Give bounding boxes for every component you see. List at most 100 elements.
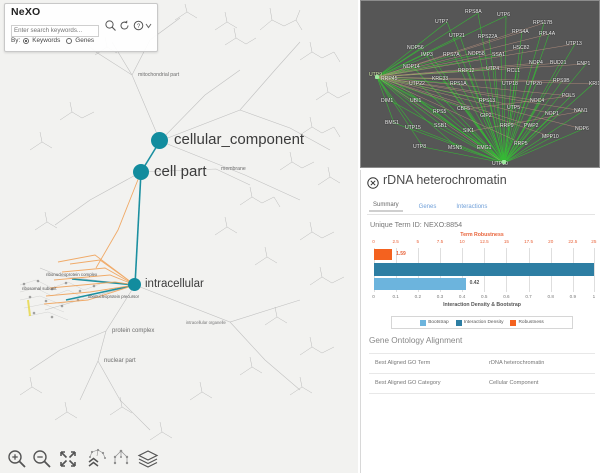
reset-icon[interactable]	[118, 19, 131, 32]
axis-tick: 0.1	[392, 294, 399, 299]
help-icon[interactable]: ?	[132, 19, 145, 32]
bar-robustness[interactable]	[373, 249, 393, 260]
gene-label[interactable]: UTP5	[507, 105, 521, 111]
gene-label[interactable]: NOP6	[575, 126, 589, 132]
interaction-network-canvas[interactable]: UTP9 NOP56 UTP7 RPS8A UTP6 RPS17B UTP21 …	[360, 0, 600, 168]
gene-label[interactable]: UBI1	[410, 98, 422, 104]
gene-label[interactable]: RPS22A	[478, 34, 498, 40]
gene-label[interactable]: ENP1	[577, 61, 591, 67]
axis-tick: 15	[503, 239, 509, 244]
tree-node-label[interactable]: membrane	[221, 166, 246, 172]
gene-label[interactable]: RPS1A	[450, 81, 467, 87]
gene-label[interactable]: BUD21	[550, 60, 567, 66]
tree-node-label[interactable]: ribosomal subunit	[22, 286, 57, 291]
close-circle-icon[interactable]	[367, 176, 379, 189]
gene-label[interactable]: RPL4A	[539, 31, 556, 37]
gene-label[interactable]: RRP45	[381, 76, 398, 82]
gene-label[interactable]: BMS1	[385, 120, 399, 126]
gene-label[interactable]: RCL1	[507, 68, 521, 74]
gene-label[interactable]: UTP4	[486, 66, 500, 72]
gene-label[interactable]: UTP22	[409, 81, 425, 87]
search-input[interactable]	[11, 25, 99, 37]
gene-label[interactable]: UTP21	[449, 33, 465, 39]
zoom-in-button[interactable]	[6, 448, 28, 470]
search-icon[interactable]	[104, 19, 117, 32]
gene-label[interactable]: KRE33	[432, 76, 449, 82]
legend-item-bootstrap[interactable]: Bootstrap	[420, 319, 449, 326]
gene-label[interactable]: PWP2	[524, 123, 539, 129]
bar-bootstrap[interactable]	[373, 278, 467, 290]
chart-plot-area: 1.59 0.42	[369, 248, 595, 292]
tab-genes[interactable]: Genes	[418, 204, 437, 210]
gene-label[interactable]: NOP1	[545, 111, 559, 117]
tree-node-label[interactable]: ribonucleoprotein complex	[46, 272, 98, 277]
gene-label[interactable]: UTP8	[413, 144, 427, 150]
gene-label[interactable]: NOP58	[468, 51, 485, 57]
gene-label[interactable]: UTP18	[502, 81, 518, 87]
gene-label[interactable]: RPS5	[433, 109, 447, 115]
gene-label[interactable]: SSB1	[434, 123, 448, 129]
go-row-value: rDNA heterochromatin	[489, 360, 545, 366]
search-panel[interactable]: NeXO ? By: Keywords	[4, 3, 158, 52]
tree-toolbar	[0, 445, 358, 473]
detail-tabs: Summary Genes Interactions	[369, 200, 491, 212]
radio-keywords[interactable]	[23, 37, 30, 44]
tab-interactions[interactable]: Interactions	[456, 204, 488, 210]
gene-label[interactable]: RPS7A	[443, 52, 460, 58]
network-layout-button[interactable]	[110, 448, 132, 470]
gene-label[interactable]: RRP5	[514, 141, 528, 147]
node-dot[interactable]	[151, 132, 168, 149]
chevron-down-icon[interactable]	[144, 19, 153, 32]
gene-label[interactable]: NAN1	[574, 108, 588, 114]
gene-label[interactable]: DIM1	[381, 98, 394, 104]
gene-label[interactable]: NOP14	[403, 64, 420, 70]
gene-label[interactable]: RPS17B	[533, 20, 553, 26]
tree-node-label[interactable]: ribonucleoprotein precursor	[88, 294, 139, 299]
gene-label[interactable]: IMP3	[421, 52, 433, 58]
gene-label[interactable]: KRI1	[589, 81, 600, 87]
tree-node-label[interactable]: nuclear part	[104, 358, 136, 364]
gene-label[interactable]: NOP56	[407, 45, 424, 51]
tree-node-label[interactable]: intracellular organelle	[186, 320, 226, 325]
legend-item-robustness[interactable]: Robustness	[510, 319, 544, 326]
gene-label[interactable]: RRP12	[458, 68, 475, 74]
gene-label[interactable]: RPS4A	[512, 29, 529, 35]
tree-node-label[interactable]: protein complex	[112, 328, 155, 334]
gene-label[interactable]: CBF5	[457, 106, 471, 112]
node-dot[interactable]	[128, 278, 141, 291]
gene-label[interactable]: UTP7	[435, 19, 449, 25]
gene-label[interactable]: SSA1	[492, 52, 506, 58]
search-row: ?	[11, 19, 153, 37]
gene-label[interactable]: UTP20	[526, 81, 542, 87]
gene-label[interactable]: UTP10	[492, 161, 508, 167]
gene-label[interactable]: RPS13	[479, 98, 496, 104]
gene-label[interactable]: SIK1	[463, 128, 475, 134]
gene-label[interactable]: EMG1	[477, 145, 492, 151]
zoom-out-button[interactable]	[31, 448, 53, 470]
node-dot[interactable]	[133, 164, 149, 180]
gene-label[interactable]: POL5	[562, 93, 576, 99]
fit-to-screen-button[interactable]	[57, 448, 79, 470]
gene-label[interactable]: MSN5	[448, 145, 463, 151]
gene-label[interactable]: UTP13	[566, 41, 582, 47]
bar-interaction-density[interactable]	[373, 263, 594, 276]
ontology-tree-canvas[interactable]: mitochondrial part membrane protein comp…	[0, 0, 358, 473]
gene-label[interactable]: RPS8A	[465, 9, 482, 15]
radio-genes[interactable]	[66, 37, 73, 44]
gene-label[interactable]: MPP10	[542, 134, 559, 140]
gene-label[interactable]: HSC82	[513, 45, 530, 51]
layers-button[interactable]	[136, 448, 159, 470]
collapse-chevrons-button[interactable]	[86, 448, 108, 470]
network-hub-node[interactable]	[502, 160, 506, 164]
network-hub-node[interactable]	[375, 75, 379, 79]
gene-label[interactable]: RRP9	[500, 123, 514, 129]
legend-item-interaction-density[interactable]: Interaction Density	[455, 319, 503, 326]
gene-label[interactable]: NOC4	[530, 98, 545, 104]
gene-label[interactable]: NOP4	[529, 60, 543, 66]
gene-label[interactable]: UTP6	[497, 12, 511, 18]
tab-summary[interactable]: Summary	[369, 200, 403, 212]
gene-label[interactable]: UTP15	[405, 125, 421, 131]
gene-label[interactable]: GIP2	[480, 113, 492, 119]
tree-node-label[interactable]: mitochondrial part	[138, 72, 180, 78]
gene-label[interactable]: RPS9B	[553, 78, 570, 84]
